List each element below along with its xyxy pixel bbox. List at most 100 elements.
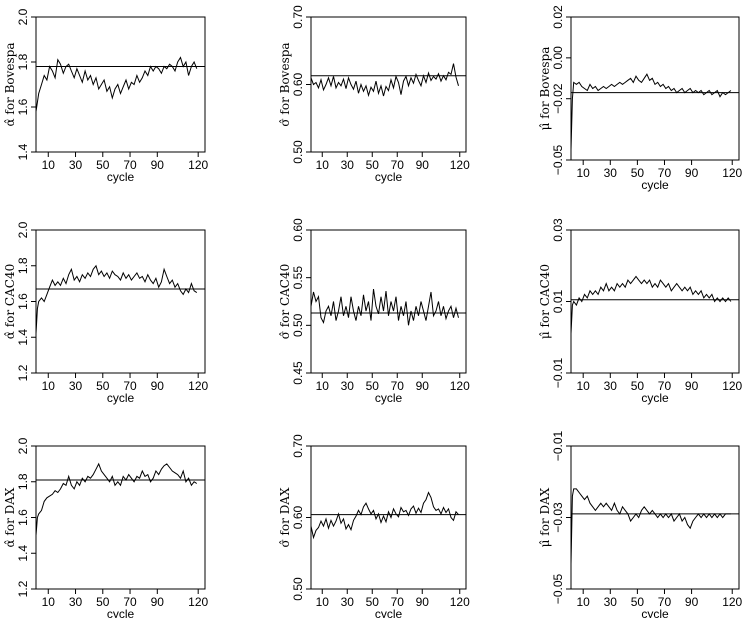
y-tick-label: 1.4 bbox=[16, 143, 30, 160]
y-tick-label: 0.50 bbox=[291, 577, 305, 601]
y-axis-title: μ̂ for CAC40 bbox=[538, 264, 552, 339]
plot-frame bbox=[570, 16, 740, 161]
x-tick-label: 30 bbox=[69, 595, 83, 609]
chart-panel: 10 30 50 70 90 120 0.50 0.60 0.70 cycle σ̂ for Bov… bbox=[278, 5, 470, 184]
y-tick-label: 0.60 bbox=[291, 72, 305, 96]
series-line bbox=[35, 264, 198, 334]
x-tick-label: 70 bbox=[391, 379, 405, 393]
x-tick-label: 50 bbox=[366, 379, 380, 393]
x-tick-label: 10 bbox=[316, 595, 330, 609]
y-tick-label: 0.60 bbox=[291, 505, 305, 529]
y-tick-label: 0.45 bbox=[291, 361, 305, 385]
x-tick-label: 120 bbox=[450, 595, 470, 609]
x-tick-label: 50 bbox=[96, 595, 110, 609]
x-tick-label: 120 bbox=[188, 379, 208, 393]
chart-panel: 10 30 50 70 90 120 −0.01 0.01 0.03 cycle μ̂ for CA… bbox=[538, 218, 742, 405]
chart-panel: 10 30 50 70 90 120 1.2 1.4 1.6 1.8 2.0 cycle α̂ for … bbox=[3, 437, 209, 618]
x-tick-label: 90 bbox=[151, 379, 165, 393]
y-axis-title: σ̂ for Bovespa bbox=[278, 42, 292, 126]
plot-frame bbox=[570, 229, 740, 374]
x-tick-label: 30 bbox=[341, 595, 355, 609]
x-axis-title: cycle bbox=[375, 607, 403, 618]
y-tick-label: 1.4 bbox=[16, 329, 30, 346]
y-tick-label: 0.50 bbox=[291, 313, 305, 337]
y-tick-label: 0.00 bbox=[551, 46, 565, 70]
x-tick-label: 30 bbox=[604, 595, 618, 609]
x-tick-label: 120 bbox=[188, 158, 208, 172]
x-tick-label: 70 bbox=[123, 379, 137, 393]
series-line bbox=[310, 63, 459, 98]
y-tick-label: 2.0 bbox=[16, 8, 30, 25]
y-axis-title: σ̂ for DAX bbox=[278, 487, 292, 548]
x-tick-label: 10 bbox=[577, 595, 591, 609]
x-axis-title: cycle bbox=[641, 391, 669, 405]
x-axis-title: cycle bbox=[641, 607, 669, 618]
y-tick-label: 1.6 bbox=[16, 509, 30, 526]
x-tick-label: 120 bbox=[188, 595, 208, 609]
plot-frame bbox=[35, 445, 206, 590]
x-tick-label: 30 bbox=[69, 158, 83, 172]
x-tick-label: 30 bbox=[604, 379, 618, 393]
y-tick-label: 1.8 bbox=[16, 473, 30, 490]
series-line bbox=[570, 488, 731, 565]
x-tick-label: 30 bbox=[69, 379, 83, 393]
plot-frame bbox=[35, 16, 206, 153]
x-axis-title: cycle bbox=[107, 170, 135, 184]
plot-frame bbox=[310, 16, 467, 153]
y-tick-label: 1.4 bbox=[16, 545, 30, 562]
plot-frame bbox=[310, 445, 467, 590]
y-tick-label: −0.01 bbox=[551, 357, 565, 388]
series-line bbox=[35, 462, 198, 536]
y-tick-label: 1.8 bbox=[16, 53, 30, 70]
x-tick-label: 120 bbox=[450, 158, 470, 172]
x-tick-label: 90 bbox=[685, 166, 699, 180]
y-tick-label: 0.70 bbox=[291, 5, 305, 29]
chart-panel: 10 30 50 70 90 120 −0.05 −0.03 −0.01 cycle μ̂ for … bbox=[538, 430, 742, 618]
x-tick-label: 10 bbox=[42, 379, 56, 393]
x-tick-label: 30 bbox=[341, 158, 355, 172]
x-axis-title: cycle bbox=[107, 607, 135, 618]
chart-panel: 10 30 50 70 90 120 0.50 0.60 0.70 cycle σ̂ for DAX bbox=[278, 434, 470, 618]
y-tick-label: −0.02 bbox=[551, 83, 565, 114]
series-line bbox=[310, 491, 459, 540]
plot-frame bbox=[35, 229, 206, 374]
x-tick-label: 10 bbox=[42, 158, 56, 172]
x-tick-label: 90 bbox=[685, 595, 699, 609]
x-tick-label: 10 bbox=[577, 379, 591, 393]
y-tick-label: −0.01 bbox=[551, 430, 565, 461]
x-tick-label: 70 bbox=[391, 158, 405, 172]
x-tick-label: 90 bbox=[685, 379, 699, 393]
x-axis-title: cycle bbox=[375, 391, 403, 405]
x-tick-label: 90 bbox=[416, 595, 430, 609]
x-tick-label: 50 bbox=[96, 379, 110, 393]
y-tick-label: 1.2 bbox=[16, 580, 30, 597]
x-tick-label: 120 bbox=[722, 595, 742, 609]
x-axis-title: cycle bbox=[375, 170, 403, 184]
chart-panel: 10 30 50 70 90 120 0.45 0.50 0.55 0.60 cycle σ̂ for… bbox=[278, 218, 470, 405]
x-tick-label: 10 bbox=[42, 595, 56, 609]
x-tick-label: 10 bbox=[316, 158, 330, 172]
chart-panel: 10 30 50 70 90 120 1.4 1.6 1.8 2.0 cycle α̂ for Bov… bbox=[3, 8, 209, 184]
x-tick-label: 70 bbox=[658, 595, 672, 609]
x-tick-label: 120 bbox=[722, 379, 742, 393]
y-tick-label: 2.0 bbox=[16, 437, 30, 454]
y-tick-label: 1.6 bbox=[16, 98, 30, 115]
y-tick-label: 0.01 bbox=[551, 289, 565, 313]
x-tick-label: 70 bbox=[391, 595, 405, 609]
plot-frame bbox=[310, 229, 467, 374]
y-tick-label: −0.05 bbox=[551, 144, 565, 175]
x-tick-label: 50 bbox=[366, 158, 380, 172]
plot-frame bbox=[570, 445, 740, 590]
x-tick-label: 90 bbox=[151, 158, 165, 172]
y-tick-label: 2.0 bbox=[16, 221, 30, 238]
x-tick-label: 120 bbox=[722, 166, 742, 180]
x-tick-label: 90 bbox=[416, 379, 430, 393]
x-tick-label: 50 bbox=[631, 166, 645, 180]
y-tick-label: 1.2 bbox=[16, 364, 30, 381]
y-axis-title: μ̂ for DAX bbox=[538, 487, 552, 547]
x-tick-label: 50 bbox=[631, 595, 645, 609]
x-tick-label: 10 bbox=[316, 379, 330, 393]
x-tick-label: 90 bbox=[416, 158, 430, 172]
x-tick-label: 10 bbox=[577, 166, 591, 180]
y-axis-title: σ̂ for CAC40 bbox=[278, 264, 292, 340]
